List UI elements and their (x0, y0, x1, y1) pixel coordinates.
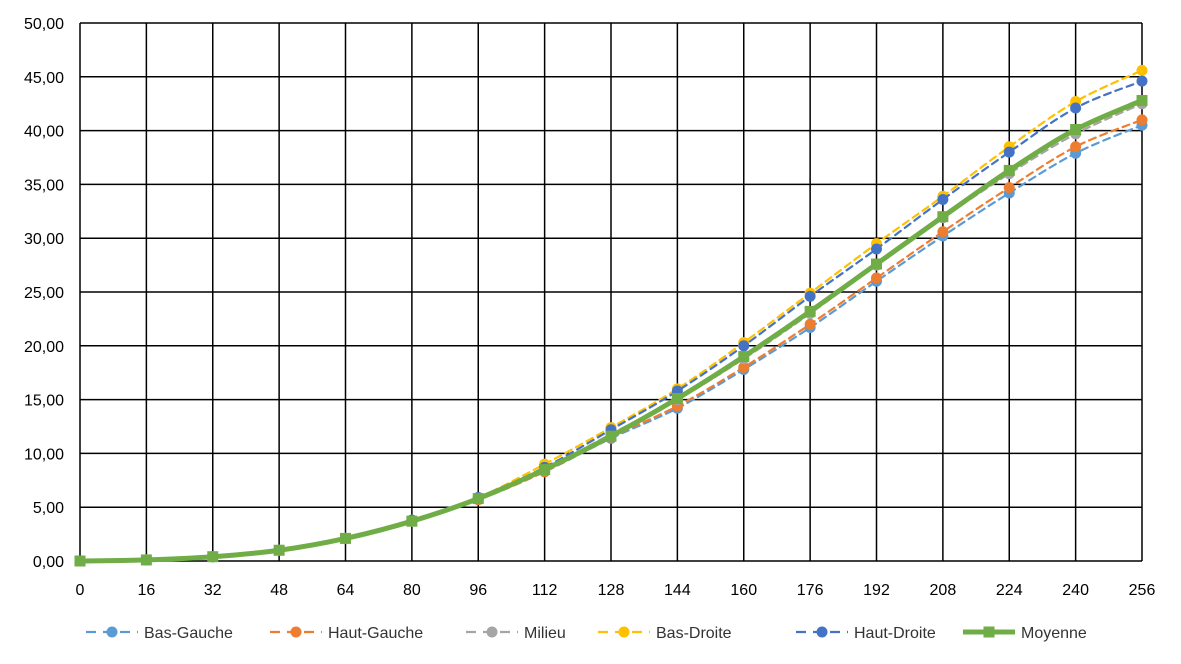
legend-label: Haut-Droite (854, 625, 936, 642)
y-tick-label: 40,00 (24, 124, 64, 141)
series-group (74, 64, 1148, 567)
x-tick-label: 208 (930, 582, 957, 599)
legend-label: Haut-Gauche (328, 625, 423, 642)
legend-marker (486, 626, 498, 638)
y-tick-label: 20,00 (24, 339, 64, 356)
data-point (340, 532, 351, 544)
legend-label: Milieu (524, 625, 566, 642)
data-point (937, 193, 949, 205)
data-point (937, 226, 949, 238)
legend-item-haut-gauche: Haut-Gauche (270, 625, 423, 642)
data-point (1070, 102, 1082, 114)
x-tick-label: 80 (403, 582, 421, 599)
data-point (207, 551, 219, 563)
data-point (1003, 164, 1015, 176)
y-tick-label: 10,00 (24, 446, 64, 463)
data-point (671, 393, 683, 405)
legend: Bas-Gauche Haut-Gauche Milieu Bas-Droite Hau… (86, 625, 1087, 642)
x-tick-label: 64 (337, 582, 355, 599)
y-tick-label: 15,00 (24, 393, 64, 410)
legend-item-haut-droite: Haut-Droite (796, 625, 936, 642)
grid (79, 22, 1143, 562)
x-tick-label: 48 (270, 582, 288, 599)
data-point (804, 305, 816, 317)
data-point (1136, 64, 1148, 76)
legend-label: Bas-Gauche (144, 625, 233, 642)
data-point (871, 258, 882, 270)
data-point (738, 340, 750, 352)
x-axis-ticks: 0 16 32 48 64 80 96 112 128 144 160 176 192 208 224 240… (76, 582, 1156, 599)
data-point (738, 361, 750, 373)
x-tick-label: 0 (76, 582, 85, 599)
legend-item-bas-gauche: Bas-Gauche (86, 625, 233, 642)
y-tick-label: 35,00 (24, 177, 64, 194)
y-tick-label: 25,00 (24, 285, 64, 302)
x-tick-label: 112 (532, 582, 558, 599)
data-point (738, 351, 750, 363)
x-tick-label: 192 (863, 582, 890, 599)
y-tick-label: 5,00 (33, 500, 64, 517)
data-point (937, 211, 949, 223)
data-point (539, 464, 551, 476)
y-axis-ticks: 0,00 5,00 10,00 15,00 20,00 25,00 30,00 35,00 40… (24, 16, 64, 571)
x-tick-label: 144 (664, 582, 691, 599)
data-point (1136, 94, 1148, 106)
x-tick-label: 96 (469, 582, 487, 599)
data-point (871, 243, 882, 255)
data-point (1136, 75, 1148, 87)
data-point (1136, 114, 1148, 126)
data-point (1070, 124, 1082, 136)
legend-item-milieu: Milieu (466, 625, 566, 642)
data-point (804, 318, 816, 330)
legend-item-moyenne: Moyenne (963, 625, 1087, 642)
legend-marker (290, 626, 302, 638)
data-point (472, 493, 484, 505)
legend-item-bas-droite: Bas-Droite (598, 625, 732, 642)
x-tick-label: 240 (1062, 582, 1089, 599)
legend-label: Moyenne (1021, 625, 1087, 642)
x-tick-label: 128 (598, 582, 625, 599)
y-tick-label: 50,00 (24, 16, 64, 33)
legend-label: Bas-Droite (656, 625, 732, 642)
legend-marker (106, 626, 118, 638)
x-tick-label: 176 (797, 582, 824, 599)
x-tick-label: 256 (1129, 582, 1156, 599)
data-point (871, 272, 882, 284)
legend-marker (816, 626, 828, 638)
y-tick-label: 0,00 (33, 554, 64, 571)
y-tick-label: 45,00 (24, 70, 64, 87)
legend-marker (618, 626, 630, 638)
x-tick-label: 160 (730, 582, 757, 599)
data-point (1003, 182, 1015, 194)
data-point (74, 555, 86, 567)
data-point (1003, 146, 1015, 158)
data-point (406, 515, 418, 527)
y-tick-label: 30,00 (24, 231, 64, 248)
data-point (605, 430, 617, 442)
legend-marker (983, 626, 995, 638)
x-tick-label: 32 (204, 582, 222, 599)
data-point (273, 544, 285, 556)
x-tick-label: 224 (996, 582, 1023, 599)
data-point (804, 290, 816, 302)
data-point (1070, 141, 1082, 153)
series-moyenne (74, 94, 1148, 567)
x-tick-label: 16 (137, 582, 155, 599)
data-point (140, 554, 152, 566)
